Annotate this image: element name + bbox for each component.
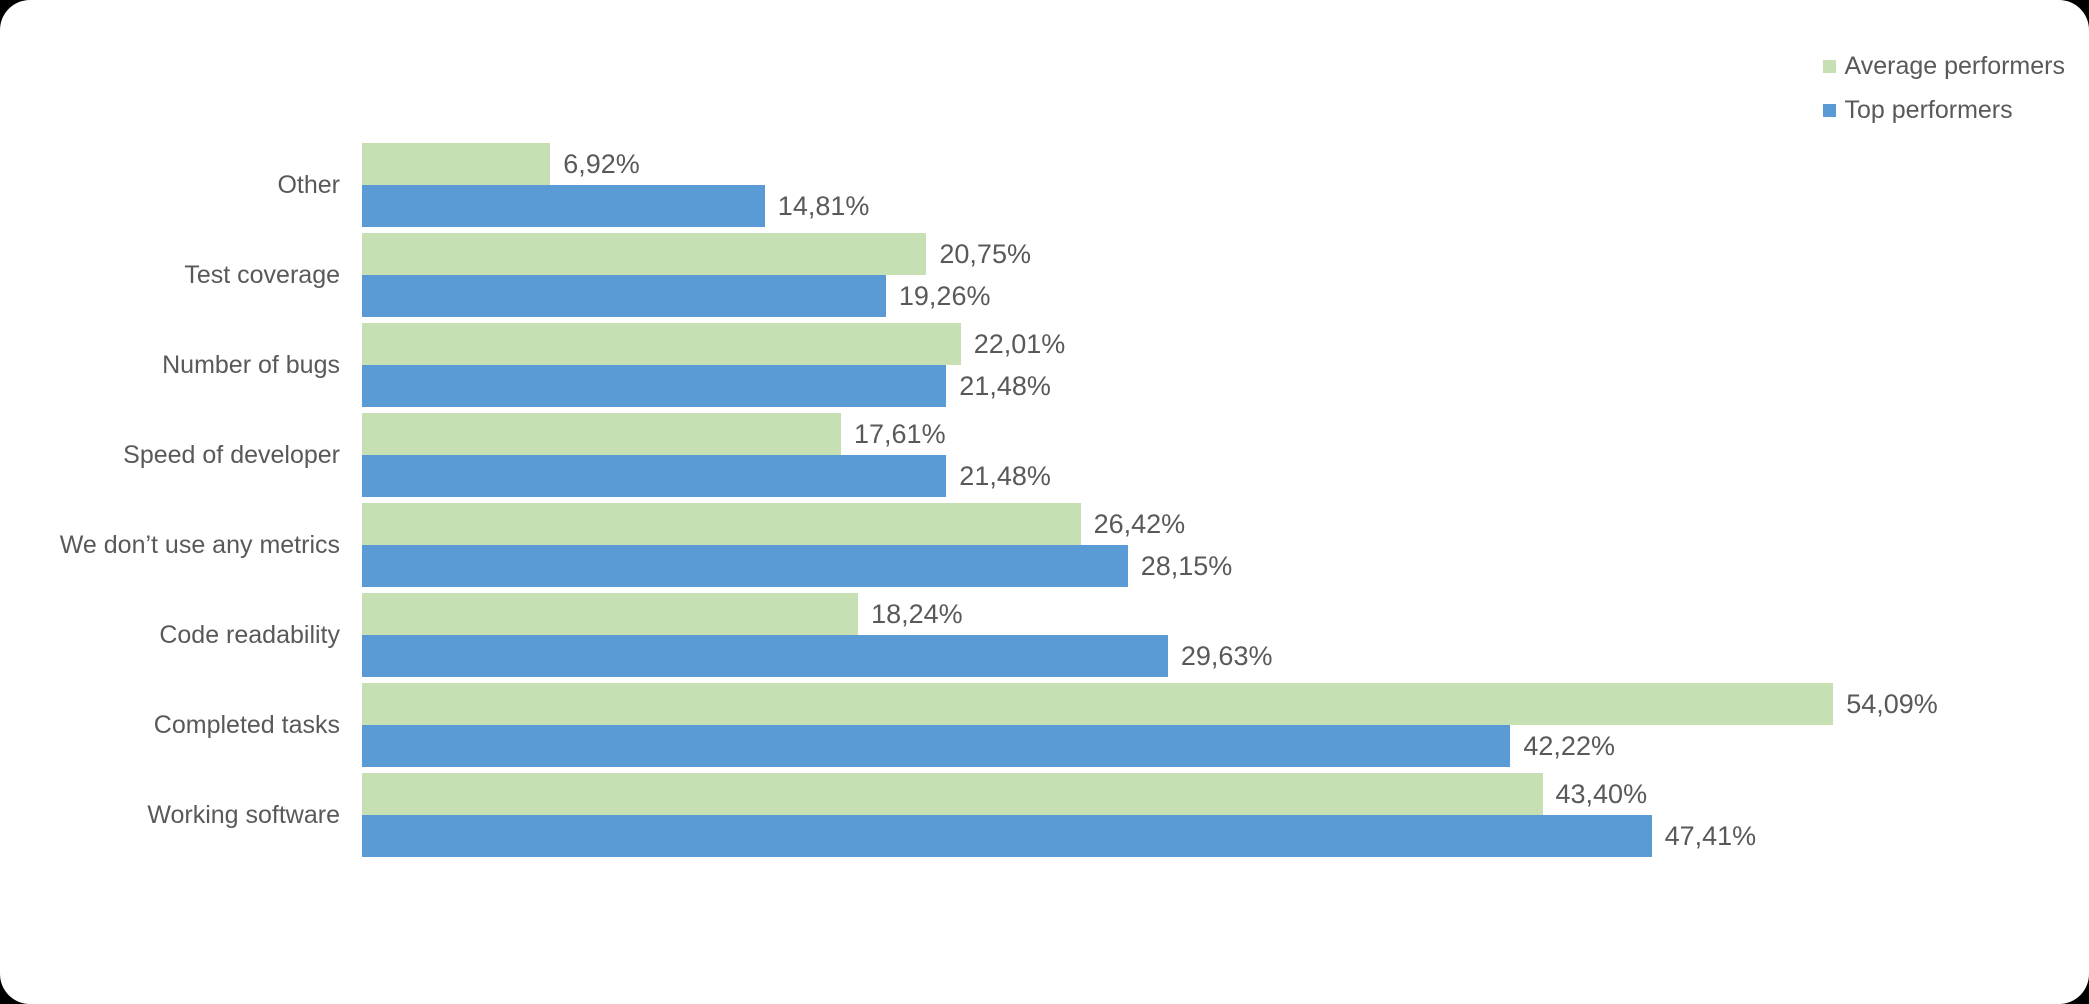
- category-label: Number of bugs: [162, 350, 340, 379]
- bar-average-performers: [362, 593, 859, 635]
- category-bars: 17,61% 21,48%: [362, 413, 1051, 497]
- bar-top-performers: [362, 185, 765, 227]
- bar-line: 20,75%: [362, 233, 1031, 275]
- category-label: Test coverage: [184, 260, 340, 289]
- bar-line: 6,92%: [362, 143, 869, 185]
- bar-line: 17,61%: [362, 413, 1051, 455]
- category-label: Code readability: [159, 620, 340, 649]
- value-label: 21,48%: [959, 460, 1051, 491]
- value-label: 29,63%: [1180, 640, 1273, 671]
- category-bars: 26,42% 28,15%: [362, 503, 1232, 587]
- category-row: Other 6,92% 14,81%: [0, 143, 2089, 233]
- category-row: Completed tasks 54,09% 42,22%: [0, 683, 2089, 773]
- category-bars: 54,09% 42,22%: [362, 683, 1938, 767]
- bar-line: 47,41%: [362, 815, 1756, 857]
- value-label: 47,41%: [1664, 820, 1757, 851]
- legend-item-average-performers: Average performers: [1822, 44, 2065, 88]
- plot-area: Other 6,92% 14,81% Test coverage 20,75% 19,26…: [0, 143, 2089, 863]
- category-label: We don’t use any metrics: [59, 530, 340, 559]
- bar-line: 19,26%: [362, 275, 1031, 317]
- value-label: 19,26%: [898, 280, 991, 311]
- value-label: 20,75%: [939, 238, 1031, 269]
- bar-top-performers: [362, 365, 947, 407]
- value-label: 54,09%: [1846, 688, 1938, 719]
- value-label: 18,24%: [871, 598, 963, 629]
- category-bars: 22,01% 21,48%: [362, 323, 1065, 407]
- bar-line: 54,09%: [362, 683, 1938, 725]
- bar-average-performers: [362, 323, 961, 365]
- bar-average-performers: [362, 683, 1834, 725]
- bar-top-performers: [362, 635, 1168, 677]
- bar-line: 21,48%: [362, 365, 1065, 407]
- category-bars: 6,92% 14,81%: [362, 143, 869, 227]
- bar-line: 28,15%: [362, 545, 1232, 587]
- category-bars: 18,24% 29,63%: [362, 593, 1272, 677]
- bar-line: 18,24%: [362, 593, 1272, 635]
- bar-line: 43,40%: [362, 773, 1756, 815]
- legend-swatch-average-performers-icon: [1822, 59, 1836, 73]
- bar-line: 21,48%: [362, 455, 1051, 497]
- bar-line: 42,22%: [362, 725, 1938, 767]
- value-label: 26,42%: [1093, 508, 1186, 539]
- bar-line: 29,63%: [362, 635, 1272, 677]
- bar-line: 26,42%: [362, 503, 1232, 545]
- category-row: We don’t use any metrics 26,42% 28,15%: [0, 503, 2089, 593]
- value-label: 6,92%: [563, 148, 640, 179]
- bar-average-performers: [362, 773, 1543, 815]
- category-label: Completed tasks: [153, 710, 340, 739]
- value-label: 14,81%: [777, 190, 870, 221]
- category-bars: 43,40% 47,41%: [362, 773, 1756, 857]
- bar-average-performers: [362, 413, 841, 455]
- bar-line: 14,81%: [362, 185, 869, 227]
- category-row: Number of bugs 22,01% 21,48%: [0, 323, 2089, 413]
- bar-average-performers: [362, 233, 927, 275]
- value-label: 42,22%: [1523, 730, 1615, 761]
- legend: Average performers Top performers: [1822, 44, 2065, 132]
- value-label: 21,48%: [959, 370, 1051, 401]
- bar-top-performers: [362, 815, 1652, 857]
- value-label: 28,15%: [1140, 550, 1233, 581]
- category-row: Speed of developer 17,61% 21,48%: [0, 413, 2089, 503]
- bar-average-performers: [362, 143, 551, 185]
- category-bars: 20,75% 19,26%: [362, 233, 1031, 317]
- category-label: Working software: [147, 800, 340, 829]
- value-label: 22,01%: [973, 328, 1066, 359]
- bar-line: 22,01%: [362, 323, 1065, 365]
- bar-top-performers: [362, 275, 886, 317]
- value-label: 17,61%: [854, 418, 946, 449]
- category-row: Code readability 18,24% 29,63%: [0, 593, 2089, 683]
- legend-label-top-performers: Top performers: [1844, 95, 2013, 124]
- bar-average-performers: [362, 503, 1081, 545]
- category-label: Other: [277, 170, 340, 199]
- bar-top-performers: [362, 725, 1511, 767]
- category-row: Test coverage 20,75% 19,26%: [0, 233, 2089, 323]
- value-label: 43,40%: [1555, 778, 1648, 809]
- category-label: Speed of developer: [123, 440, 340, 469]
- legend-item-top-performers: Top performers: [1822, 88, 2013, 132]
- legend-label-average-performers: Average performers: [1844, 51, 2065, 80]
- legend-swatch-top-performers-icon: [1822, 103, 1836, 117]
- bar-top-performers: [362, 455, 947, 497]
- bar-top-performers: [362, 545, 1128, 587]
- category-row: Working software 43,40% 47,41%: [0, 773, 2089, 863]
